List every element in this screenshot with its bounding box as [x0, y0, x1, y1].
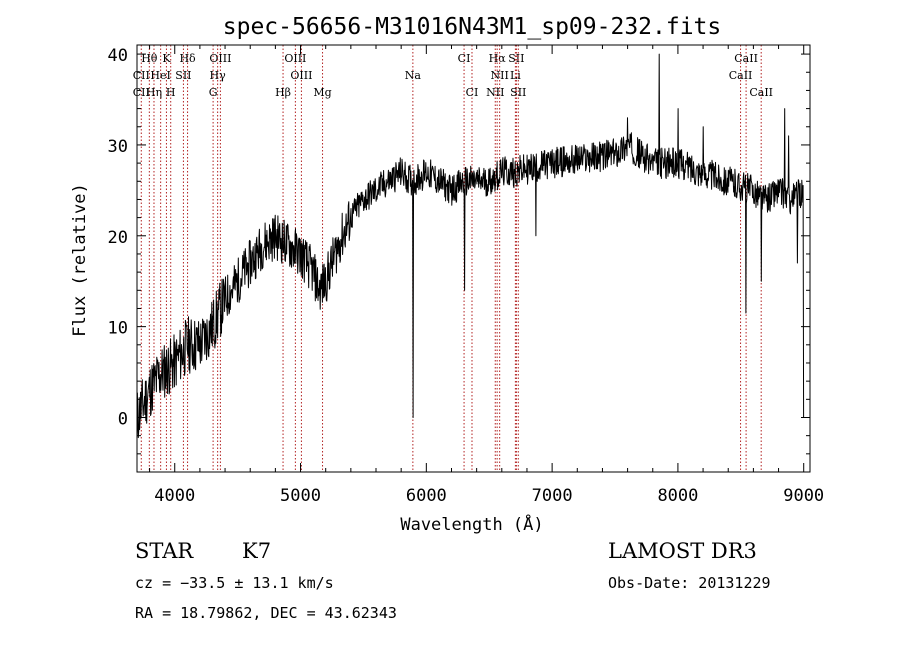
marker-label: CaII [729, 69, 753, 82]
y-tick-label: 0 [118, 409, 128, 429]
survey-name: LAMOST DR3 [608, 539, 757, 563]
marker-label: CaII [749, 86, 773, 99]
x-tick-label: 8000 [657, 486, 698, 506]
marker-label: H [166, 86, 176, 99]
marker-label: G [209, 86, 218, 99]
x-tick-label: 9000 [783, 486, 824, 506]
marker-label: OIII [284, 52, 306, 65]
plot-frame [136, 44, 811, 473]
marker-label: HeI [150, 69, 170, 82]
marker-label: NII [491, 69, 509, 82]
spectrum-line [136, 53, 805, 439]
marker-label: SII [508, 52, 524, 65]
x-tick-label: 5000 [280, 486, 321, 506]
axis-ticks: 4000 5000 6000 7000 8000 9000 0 10 20 30 40 [108, 45, 824, 506]
redshift-value: cz = −33.5 ± 13.1 km/s [135, 574, 334, 592]
x-axis-label: Wavelength (Å) [400, 513, 543, 535]
marker-label: Hα [489, 52, 507, 65]
marker-label: Hγ [210, 69, 227, 82]
marker-label: OIII [209, 52, 231, 65]
marker-label: NII [486, 86, 504, 99]
chart-title: spec-56656-M31016N43M1_sp09-232.fits [223, 14, 722, 40]
marker-label: Hβ [275, 86, 291, 99]
y-tick-label: 10 [108, 319, 128, 339]
y-axis-label: Flux (relative) [70, 183, 90, 337]
coordinates: RA = 18.79862, DEC = 43.62343 [135, 604, 397, 622]
marker-label: Li [510, 69, 521, 82]
y-tick-label: 40 [108, 46, 128, 66]
marker-label: K [162, 52, 171, 65]
y-tick-label: 30 [108, 137, 128, 157]
marker-label: Hθ [141, 52, 158, 65]
y-tick-label: 20 [108, 228, 128, 248]
object-class: STAR [135, 539, 194, 563]
marker-label: Na [405, 69, 422, 82]
marker-label: CaII [734, 52, 758, 65]
marker-label: SII [510, 86, 526, 99]
x-tick-label: 6000 [406, 486, 447, 506]
x-tick-label: 4000 [154, 486, 195, 506]
marker-label: CI [458, 52, 471, 65]
marker-label: OIII [290, 69, 312, 82]
marker-label: Mg [313, 86, 331, 99]
marker-label: Hη [146, 86, 162, 99]
marker-label: SII [175, 69, 191, 82]
marker-label: CI [466, 86, 479, 99]
x-tick-label: 7000 [532, 486, 573, 506]
subclass: K7 [242, 539, 272, 563]
marker-label: Hδ [179, 52, 196, 65]
marker-label: CII [133, 69, 150, 82]
obs-date: Obs-Date: 20131229 [608, 574, 771, 592]
